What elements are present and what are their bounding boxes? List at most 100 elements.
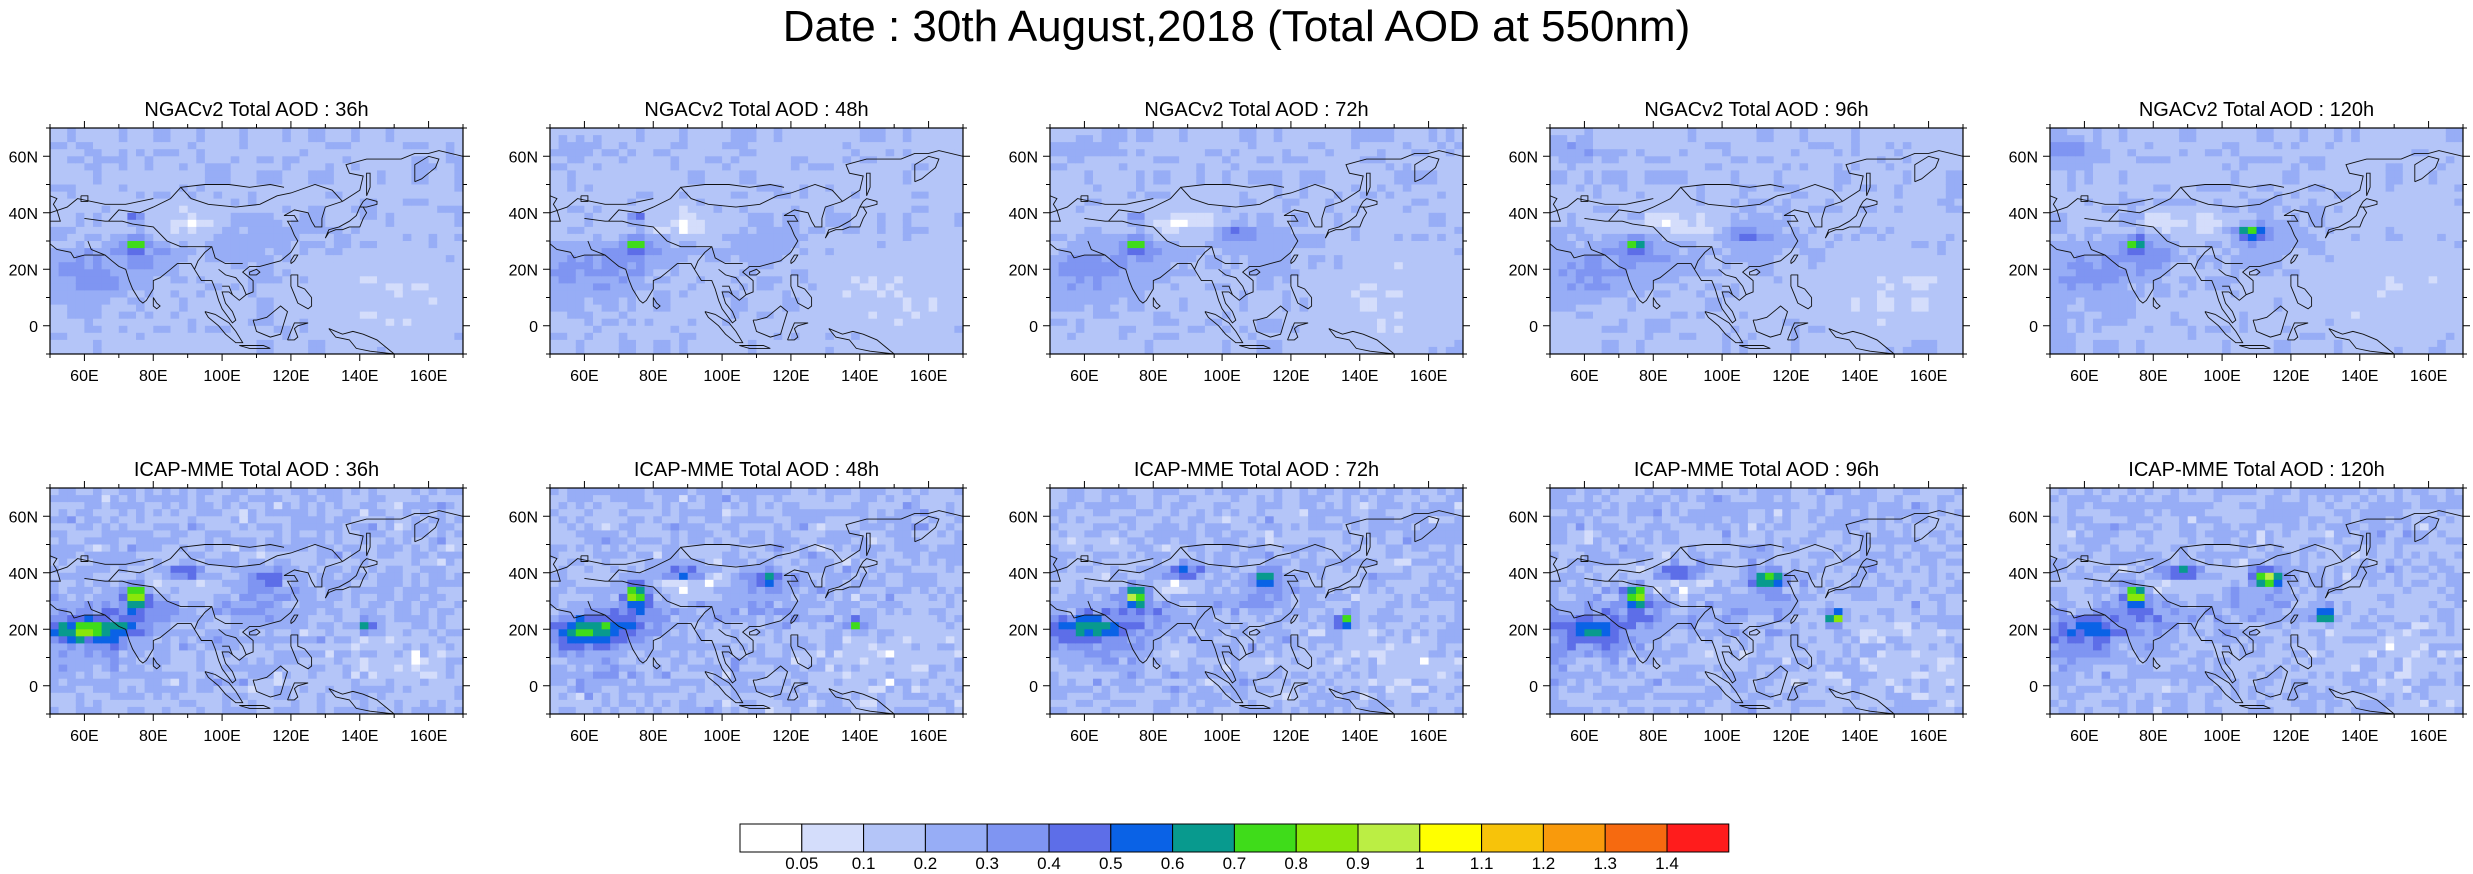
colorbar-label: 1.1 <box>1470 854 1494 873</box>
coastlines <box>2050 510 2463 714</box>
y-tick-label: 40N <box>509 206 538 223</box>
x-tick-label: 120E <box>1772 728 1809 745</box>
x-tick-label: 140E <box>2341 368 2378 385</box>
y-tick-label: 40N <box>509 566 538 583</box>
x-tick-label: 160E <box>410 368 447 385</box>
x-tick-label: 120E <box>772 728 809 745</box>
page-title: Date : 30th August,2018 (Total AOD at 55… <box>782 2 1691 51</box>
y-tick-label: 0 <box>529 319 538 336</box>
x-tick-label: 140E <box>841 368 878 385</box>
x-tick-label: 140E <box>341 368 378 385</box>
x-tick-label: 80E <box>139 728 167 745</box>
panel-title: ICAP-MME Total AOD : 36h <box>134 459 379 481</box>
y-tick-label: 0 <box>1529 319 1538 336</box>
x-tick-label: 80E <box>1639 368 1667 385</box>
coastlines <box>1550 150 1963 354</box>
y-tick-label: 60N <box>2009 149 2038 166</box>
coastlines <box>1550 510 1963 714</box>
x-tick-label: 140E <box>841 728 878 745</box>
x-tick-label: 80E <box>2139 368 2167 385</box>
x-tick-label: 160E <box>1910 368 1947 385</box>
y-tick-label: 40N <box>1009 206 1038 223</box>
map-panel: 60E 80E 100E 120E 140E 160E 60N 40N 20N 0 ICAP-MME… <box>1009 459 1470 745</box>
colorbar-swatch <box>863 823 926 853</box>
coastlines <box>1050 510 1463 714</box>
y-tick-label: 20N <box>2009 622 2038 639</box>
y-tick-label: 60N <box>1009 149 1038 166</box>
y-tick-label: 0 <box>29 679 38 696</box>
x-tick-label: 140E <box>1341 368 1378 385</box>
map-panel: 60E 80E 100E 120E 140E 160E 60N 40N 20N 0 NGACv2 T… <box>1509 99 1970 385</box>
x-tick-label: 100E <box>2203 728 2240 745</box>
map-panel: 60E 80E 100E 120E 140E 160E 60N 40N 20N 0 NGACv2 T… <box>1009 99 1470 385</box>
coastlines <box>50 150 463 354</box>
colorbar-swatch <box>1233 823 1297 853</box>
x-tick-label: 80E <box>639 368 667 385</box>
panel-title: ICAP-MME Total AOD : 120h <box>2128 459 2384 481</box>
aod-field <box>550 128 963 354</box>
y-tick-label: 20N <box>509 622 538 639</box>
panel-title: ICAP-MME Total AOD : 72h <box>1134 459 1379 481</box>
colorbar-swatch <box>1419 823 1483 853</box>
colorbar-label: 1.2 <box>1532 854 1556 873</box>
x-tick-label: 80E <box>139 368 167 385</box>
x-tick-label: 100E <box>1703 728 1740 745</box>
x-tick-label: 100E <box>1703 368 1740 385</box>
colorbar-swatch <box>1295 823 1359 853</box>
panel-title: NGACv2 Total AOD : 36h <box>144 99 368 121</box>
x-tick-label: 100E <box>203 368 240 385</box>
x-tick-label: 80E <box>639 728 667 745</box>
x-tick-label: 80E <box>2139 728 2167 745</box>
aod-field <box>1050 488 1463 714</box>
y-tick-label: 40N <box>1509 206 1538 223</box>
x-tick-label: 80E <box>1139 728 1167 745</box>
colorbar-swatch <box>924 823 988 853</box>
x-tick-label: 100E <box>1203 368 1240 385</box>
colorbar-label: 0.1 <box>852 854 876 873</box>
x-tick-label: 100E <box>703 728 740 745</box>
panel-title: NGACv2 Total AOD : 120h <box>2139 99 2374 121</box>
colorbar-swatch <box>1357 823 1421 853</box>
x-tick-label: 160E <box>2410 368 2447 385</box>
x-tick-label: 60E <box>570 368 598 385</box>
x-tick-label: 120E <box>1772 368 1809 385</box>
x-tick-label: 160E <box>910 728 947 745</box>
y-tick-label: 60N <box>1009 509 1038 526</box>
x-tick-label: 140E <box>1341 728 1378 745</box>
colorbar-label: 1.4 <box>1655 854 1679 873</box>
y-tick-label: 20N <box>1009 262 1038 279</box>
panel-title: ICAP-MME Total AOD : 48h <box>634 459 879 481</box>
y-tick-label: 0 <box>29 319 38 336</box>
x-tick-label: 140E <box>2341 728 2378 745</box>
x-tick-label: 140E <box>1841 368 1878 385</box>
aod-field <box>2050 128 2463 354</box>
y-tick-label: 0 <box>1529 679 1538 696</box>
y-tick-label: 20N <box>9 622 38 639</box>
y-tick-label: 0 <box>2029 319 2038 336</box>
map-panel: 60E 80E 100E 120E 140E 160E 60N 40N 20N 0 NGACv2 T… <box>509 99 970 385</box>
x-tick-label: 160E <box>1410 728 1447 745</box>
x-tick-label: 140E <box>1841 728 1878 745</box>
x-tick-label: 100E <box>2203 368 2240 385</box>
y-tick-label: 40N <box>1509 566 1538 583</box>
y-tick-label: 40N <box>9 566 38 583</box>
x-tick-label: 160E <box>2410 728 2447 745</box>
x-tick-label: 120E <box>1272 728 1309 745</box>
y-tick-label: 0 <box>529 679 538 696</box>
colorbar-swatch <box>1542 823 1606 853</box>
colorbar-label: 0.6 <box>1161 854 1185 873</box>
y-tick-label: 20N <box>1509 262 1538 279</box>
colorbar-swatch <box>1110 823 1174 853</box>
map-panel: 60E 80E 100E 120E 140E 160E 60N 40N 20N 0 ICAP-MME… <box>2009 459 2470 745</box>
x-tick-label: 120E <box>2272 368 2309 385</box>
x-tick-label: 160E <box>1910 728 1947 745</box>
colorbar-label: 0.3 <box>975 854 999 873</box>
x-tick-label: 160E <box>410 728 447 745</box>
map-panel: 60E 80E 100E 120E 140E 160E 60N 40N 20N 0 ICAP-MME… <box>9 459 470 745</box>
x-tick-label: 120E <box>772 368 809 385</box>
x-tick-label: 60E <box>2070 368 2098 385</box>
panel-title: NGACv2 Total AOD : 96h <box>1644 99 1868 121</box>
y-tick-label: 60N <box>2009 509 2038 526</box>
colorbar-label: 0.05 <box>785 854 818 873</box>
